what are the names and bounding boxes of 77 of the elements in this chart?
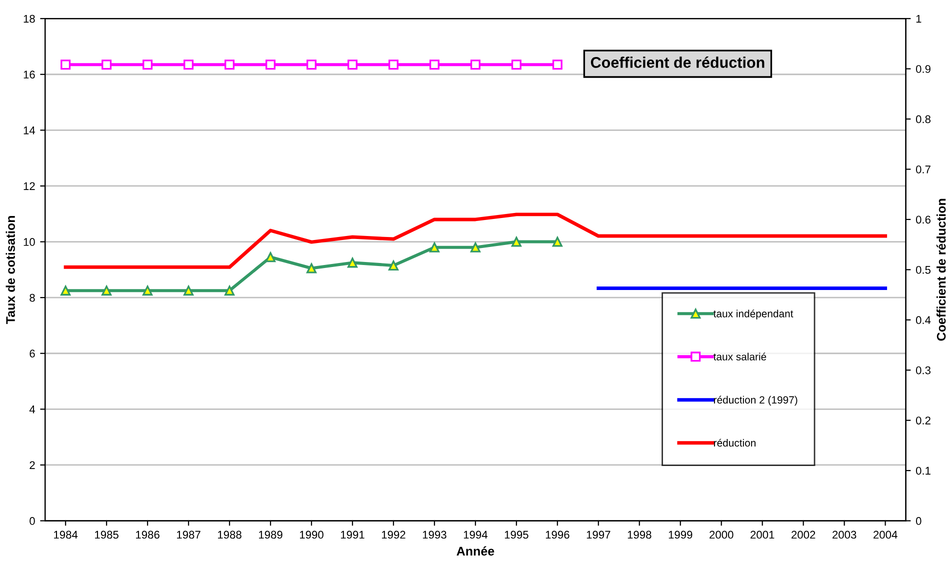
x-tick-label: 1992 bbox=[382, 530, 406, 539]
y2-tick-label: 0.8 bbox=[916, 115, 931, 124]
x-tick-label: 1999 bbox=[668, 530, 692, 539]
x-tick-label: 1985 bbox=[95, 530, 118, 539]
y2-tick-label: 0.9 bbox=[916, 65, 930, 73]
x-axis-title: Année bbox=[456, 546, 494, 556]
point bbox=[184, 60, 194, 70]
x-tick-label: 1994 bbox=[464, 530, 488, 539]
point bbox=[511, 60, 522, 70]
point bbox=[429, 60, 440, 70]
x-tick-label: 1990 bbox=[300, 530, 324, 539]
point bbox=[470, 242, 480, 252]
y2-tick-label: 0.7 bbox=[916, 166, 930, 174]
legend-label: taux indépendant bbox=[713, 310, 794, 320]
y-tick-label: 8 bbox=[30, 294, 35, 302]
x-tick-label: 2000 bbox=[710, 530, 734, 539]
y-tick-label: 18 bbox=[24, 14, 35, 23]
x-tick-label: 1989 bbox=[259, 530, 282, 539]
x-tick-label: 1996 bbox=[546, 530, 570, 539]
point bbox=[552, 236, 562, 247]
legend-label: réduction bbox=[714, 438, 756, 447]
x-tick-label: 1993 bbox=[422, 530, 446, 539]
point bbox=[184, 286, 194, 296]
y-axis-title: Taux de cotisation bbox=[6, 216, 15, 324]
line-series bbox=[64, 212, 888, 269]
point bbox=[470, 60, 480, 70]
y2-tick-label: 0.5 bbox=[916, 266, 931, 274]
point bbox=[429, 242, 440, 252]
y-tick-label: 4 bbox=[29, 406, 36, 414]
y2-tick-label: 0.6 bbox=[916, 216, 930, 224]
y2-tick-label: 1 bbox=[916, 14, 922, 23]
point bbox=[60, 286, 71, 296]
x-tick-label: 2003 bbox=[832, 530, 856, 539]
x-tick-label: 2002 bbox=[792, 530, 816, 539]
x-tick-label: 1998 bbox=[628, 530, 652, 539]
y-tick-label: 12 bbox=[24, 182, 35, 190]
point bbox=[388, 60, 398, 70]
x-tick-label: 1984 bbox=[54, 530, 78, 539]
x-tick-label: 1997 bbox=[586, 530, 610, 539]
point bbox=[306, 263, 316, 274]
y2-tick-label: 0.1 bbox=[916, 466, 930, 475]
point bbox=[224, 60, 235, 70]
text: Coefficient de réduction bbox=[590, 56, 764, 68]
x-tick-label: 1995 bbox=[504, 530, 528, 539]
point bbox=[102, 286, 112, 296]
x-tick-label: 2004 bbox=[874, 530, 898, 539]
y2-tick-label: 0.2 bbox=[916, 416, 930, 424]
point bbox=[142, 60, 153, 70]
point bbox=[552, 60, 562, 70]
point bbox=[347, 258, 358, 268]
point bbox=[60, 60, 71, 70]
y2-axis-title: Coefficient de réduction bbox=[936, 198, 946, 341]
y-tick-label: 14 bbox=[24, 126, 36, 134]
y2-tick-label: 0.3 bbox=[916, 366, 930, 374]
y-tick-label: 16 bbox=[24, 70, 35, 79]
point bbox=[306, 60, 316, 70]
x-tick-label: 1987 bbox=[177, 530, 200, 539]
point bbox=[266, 60, 276, 70]
x-tick-label: 1991 bbox=[340, 530, 364, 539]
point bbox=[102, 60, 112, 70]
point bbox=[224, 286, 235, 296]
legend-label: taux salarié bbox=[713, 352, 766, 360]
x-tick-label: 1986 bbox=[136, 530, 160, 539]
point bbox=[266, 252, 276, 262]
y2-tick-label: 0 bbox=[916, 517, 922, 525]
x-tick-label: 1988 bbox=[218, 530, 242, 539]
y-tick-label: 6 bbox=[30, 350, 35, 358]
y-tick-label: 2 bbox=[30, 461, 35, 469]
y2-tick-label: 0.4 bbox=[916, 316, 931, 324]
point bbox=[347, 60, 358, 70]
point bbox=[142, 286, 153, 296]
y-tick-label: 10 bbox=[24, 238, 35, 246]
x-tick-label: 2001 bbox=[750, 530, 774, 539]
legend-label: réduction 2 (1997) bbox=[714, 396, 798, 406]
point bbox=[511, 236, 522, 247]
point bbox=[388, 260, 398, 270]
y-tick-label: 0 bbox=[30, 517, 35, 525]
